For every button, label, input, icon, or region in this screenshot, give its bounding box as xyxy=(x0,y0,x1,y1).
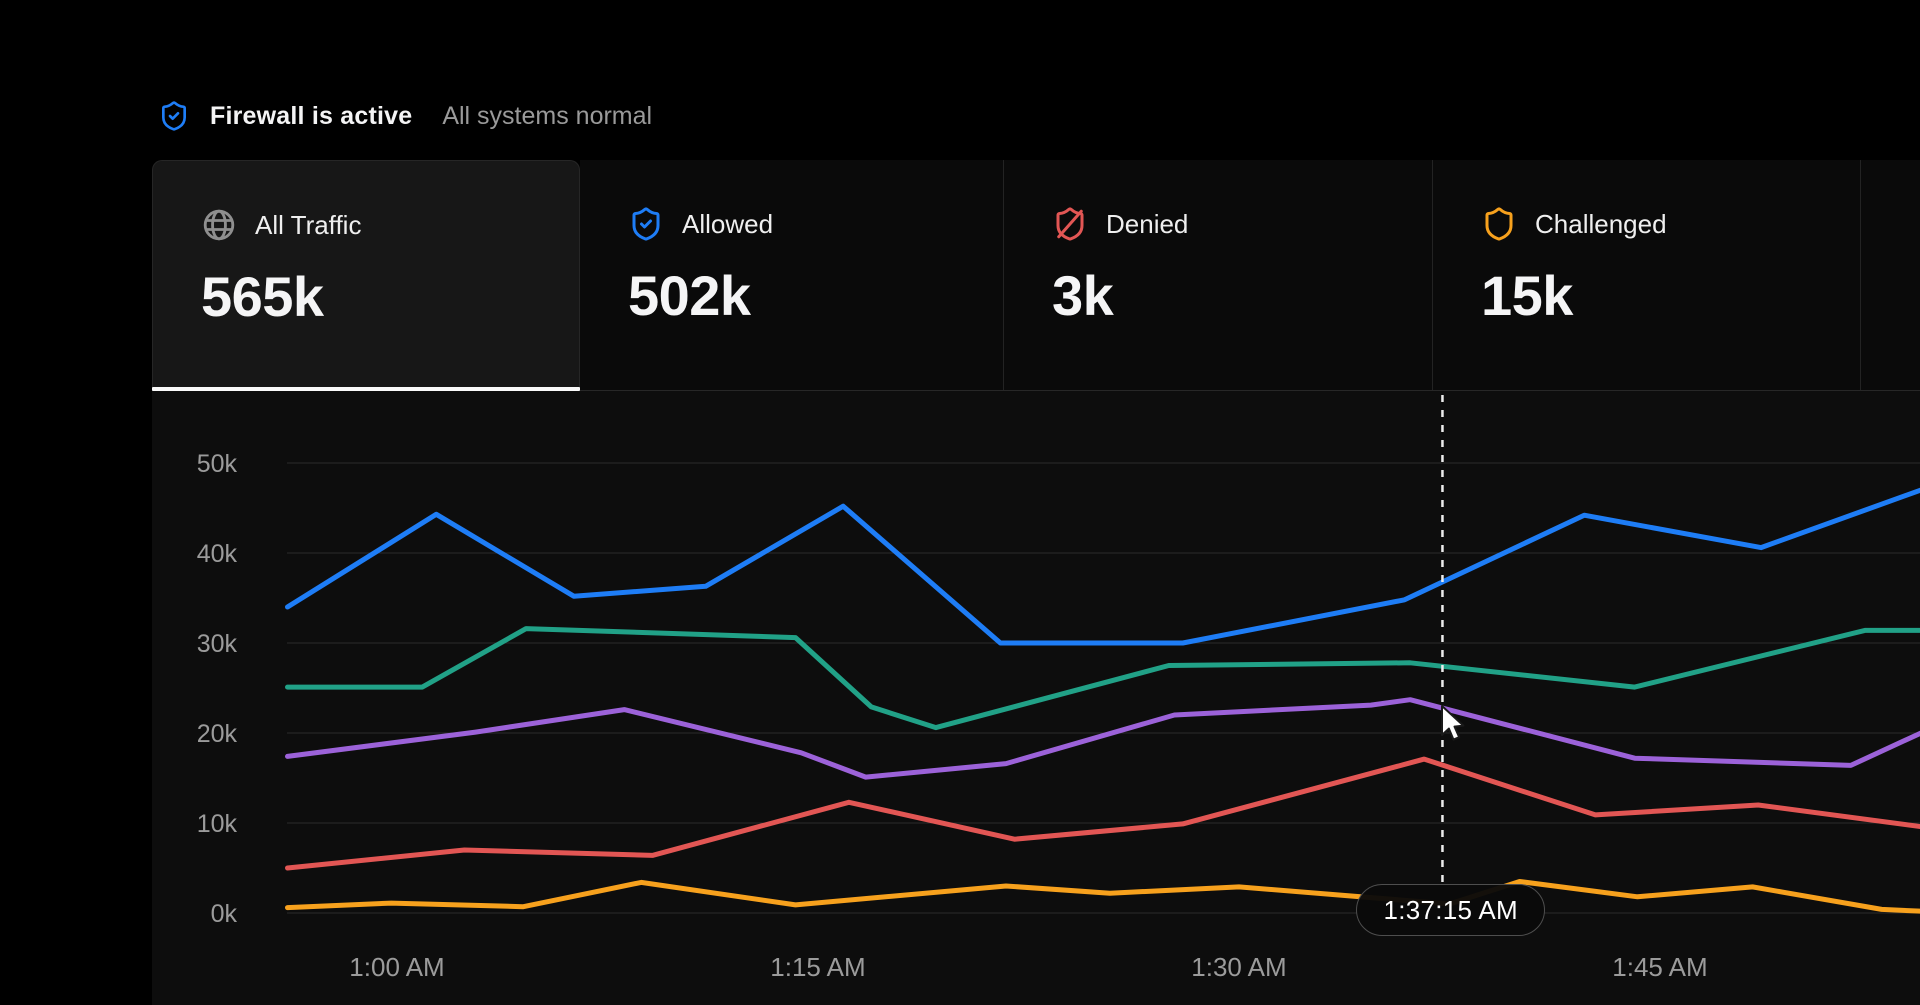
status-header: Firewall is active All systems normal xyxy=(158,96,652,136)
tab-label: All Traffic xyxy=(255,209,362,240)
tab-denied[interactable]: Denied 3k xyxy=(1004,160,1433,390)
x-axis-tick-label: 1:00 AM xyxy=(349,952,444,982)
status-title: Firewall is active xyxy=(210,101,413,130)
x-axis-tick-label: 1:45 AM xyxy=(1612,952,1707,982)
tab-label: Allowed xyxy=(682,208,774,239)
y-axis-tick-label: 50k xyxy=(197,450,238,478)
tab-value: 3k xyxy=(1052,264,1114,327)
series-line-teal xyxy=(285,626,1920,731)
tab-label: Challenged xyxy=(1535,208,1667,239)
tab-value: 502k xyxy=(628,264,751,327)
tab-value: 15k xyxy=(1481,264,1573,327)
y-axis-tick-label: 20k xyxy=(197,720,238,748)
tab-all-traffic[interactable]: All Traffic 565k xyxy=(152,160,580,391)
x-axis-tick-label: 1:15 AM xyxy=(770,952,865,982)
x-axis-tick-label: 1:30 AM xyxy=(1191,952,1286,982)
series-line-red xyxy=(285,756,1920,871)
time-tooltip: 1:37:15 AM xyxy=(1356,884,1545,936)
y-axis-tick-label: 0k xyxy=(211,900,238,928)
shield-slash-icon xyxy=(1056,207,1084,241)
active-tab-underline xyxy=(152,387,580,391)
series-line-orange xyxy=(285,879,1920,914)
status-subtitle: All systems normal xyxy=(442,101,653,130)
traffic-chart-plot[interactable]: 0k 10k 20k 30k 40k 50k 1:00 AM 1:15 AM 1:30 AM 1:… xyxy=(152,391,1920,1005)
traffic-chart[interactable]: 0k 10k 20k 30k 40k 50k 1:00 AM 1:15 AM 1:30 AM 1:… xyxy=(152,391,1920,1005)
tab-label: Denied xyxy=(1106,208,1189,239)
time-tooltip-label: 1:37:15 AM xyxy=(1383,894,1518,925)
tab-value: 565k xyxy=(201,265,324,328)
tab-allowed[interactable]: Allowed 502k xyxy=(580,160,1004,390)
y-axis-tick-label: 40k xyxy=(197,540,238,568)
shield-check-icon xyxy=(632,207,660,241)
y-axis-tick-label: 30k xyxy=(197,630,238,658)
firewall-active-shield-check-icon xyxy=(162,101,186,131)
shield-icon xyxy=(1485,207,1513,241)
globe-icon xyxy=(203,209,235,241)
tab-challenged[interactable]: Challenged 15k xyxy=(1433,160,1861,390)
series-line-blue xyxy=(285,487,1920,646)
series-line-purple xyxy=(285,697,1920,780)
metric-tabs: All Traffic 565k Allowed 502k Denie xyxy=(152,160,1920,391)
y-axis-tick-label: 10k xyxy=(197,810,238,838)
tab-partial-offscreen[interactable] xyxy=(1861,160,1920,390)
